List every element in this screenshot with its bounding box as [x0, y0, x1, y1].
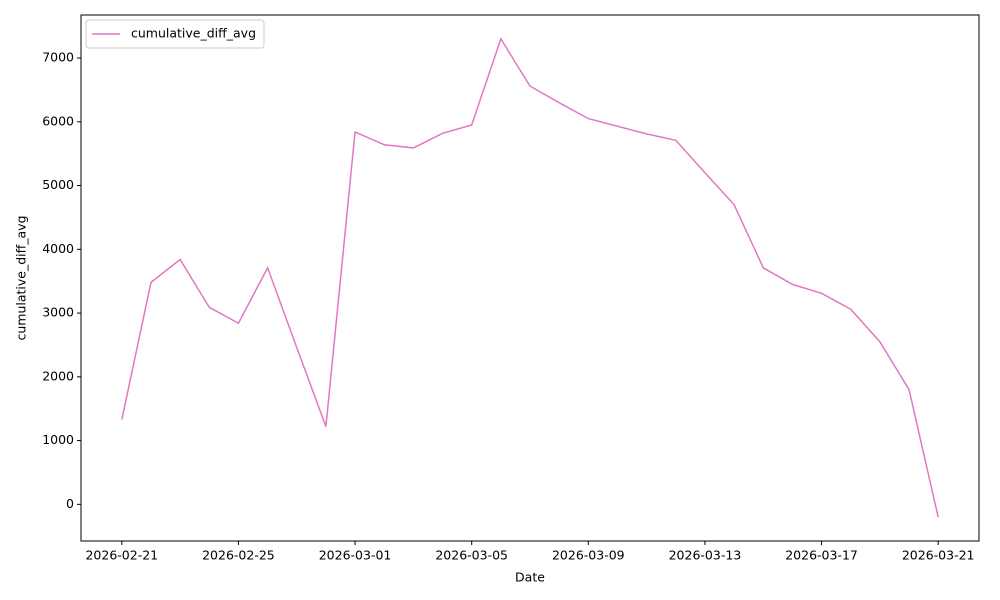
legend: cumulative_diff_avg	[85, 19, 265, 49]
plot-frame	[80, 14, 980, 542]
y-tick-label: 6000	[42, 113, 74, 128]
y-tick-label: 5000	[42, 177, 74, 192]
legend-box	[85, 19, 265, 49]
x-axis-label: Date	[515, 570, 545, 585]
x-tick-label: 2026-02-21	[85, 548, 158, 563]
y-tick-label: 3000	[42, 305, 74, 320]
y-axis-label: cumulative_diff_avg	[14, 216, 29, 341]
x-tick-label: 2026-02-25	[202, 548, 275, 563]
x-tick-label: 2026-03-05	[435, 548, 508, 563]
x-tick-label: 2026-03-09	[552, 548, 625, 563]
x-tick-label: 2026-03-17	[785, 548, 858, 563]
legend-label: cumulative_diff_avg	[131, 26, 256, 41]
y-tick-label: 7000	[42, 50, 74, 65]
y-tick-label: 2000	[42, 368, 74, 383]
x-tick-label: 2026-03-13	[669, 548, 742, 563]
x-tick-label: 2026-03-21	[902, 548, 975, 563]
x-tick-label: 2026-03-01	[319, 548, 392, 563]
line	[121, 37, 939, 518]
y-tick-label: 1000	[42, 432, 74, 447]
y-tick-label: 4000	[42, 241, 74, 256]
y-tick-label: 0	[66, 496, 74, 511]
